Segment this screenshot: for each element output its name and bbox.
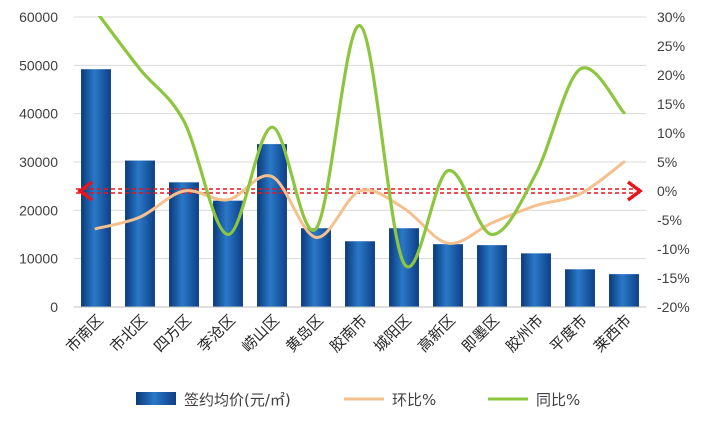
bar: [521, 253, 551, 307]
x-category-label: 城阳区: [370, 311, 415, 356]
y-axis-right: -20% -15% -10% -5% 0% 5% 10% 15% 20% 25% 30%: [657, 9, 690, 315]
bar: [301, 228, 331, 307]
y-right-tick-label: 30%: [657, 9, 685, 25]
line-series: [94, 16, 626, 269]
y-left-tick-label: 50000: [19, 57, 58, 73]
series-line: [94, 160, 626, 245]
y-right-tick-label: 10%: [657, 125, 685, 141]
y-axis-left: 0 10000 20000 30000 40000 50000 60000: [19, 9, 58, 315]
bar: [125, 160, 155, 307]
x-category-label: 崂山区: [238, 311, 283, 356]
y-right-tick-label: -20%: [657, 299, 690, 315]
legend-label: 同比%: [536, 391, 580, 409]
bar: [257, 144, 287, 307]
y-right-tick-label: 0%: [657, 183, 677, 199]
y-left-tick-label: 30000: [19, 154, 58, 170]
y-right-tick-label: 5%: [657, 154, 677, 170]
legend: 签约均价(元/㎡) 环比% 同比%: [136, 391, 580, 409]
y-right-tick-label: 25%: [657, 38, 685, 54]
x-category-label: 平度市: [546, 311, 591, 356]
x-category-label: 即墨区: [458, 311, 503, 356]
bar: [477, 245, 507, 307]
x-category-label: 黄岛区: [282, 311, 327, 356]
bar: [565, 269, 595, 307]
y-left-tick-label: 20000: [19, 202, 58, 218]
bar: [609, 274, 639, 307]
x-category-label: 李沧区: [194, 311, 239, 356]
x-category-label: 市北区: [106, 311, 151, 356]
x-category-label: 胶州市: [502, 311, 547, 356]
y-left-tick-label: 40000: [19, 106, 58, 122]
y-right-tick-label: 15%: [657, 96, 685, 112]
y-left-tick-label: 60000: [19, 9, 58, 25]
bar: [433, 244, 463, 307]
legend-swatch: [136, 392, 176, 405]
bar: [169, 182, 199, 307]
x-category-label: 莱西市: [590, 311, 635, 356]
bar: [345, 241, 375, 307]
y-right-tick-label: -10%: [657, 241, 690, 257]
series-line: [97, 16, 626, 269]
bar: [389, 228, 419, 307]
x-axis-categories: 市南区 市北区 四方区 李沧区 崂山区 黄岛区 胶南市 城阳区 高新区 即墨区 胶州市 平度市 莱西市: [62, 311, 635, 356]
bar-series: [74, 69, 646, 308]
reference-arrow-right: [626, 180, 643, 202]
x-category-label: 四方区: [150, 311, 195, 356]
y-right-tick-label: -15%: [657, 270, 690, 286]
legend-label: 环比%: [392, 391, 436, 409]
reference-arrow-left: [77, 180, 94, 202]
y-left-tick-label: 10000: [19, 251, 58, 267]
x-category-label: 胶南市: [326, 311, 371, 356]
x-category-label: 高新区: [414, 311, 459, 356]
y-left-tick-label: 0: [50, 299, 58, 315]
x-category-label: 市南区: [62, 311, 107, 356]
y-right-tick-label: 20%: [657, 67, 685, 83]
y-right-tick-label: -5%: [657, 212, 682, 228]
legend-label: 签约均价(元/㎡): [184, 391, 291, 409]
